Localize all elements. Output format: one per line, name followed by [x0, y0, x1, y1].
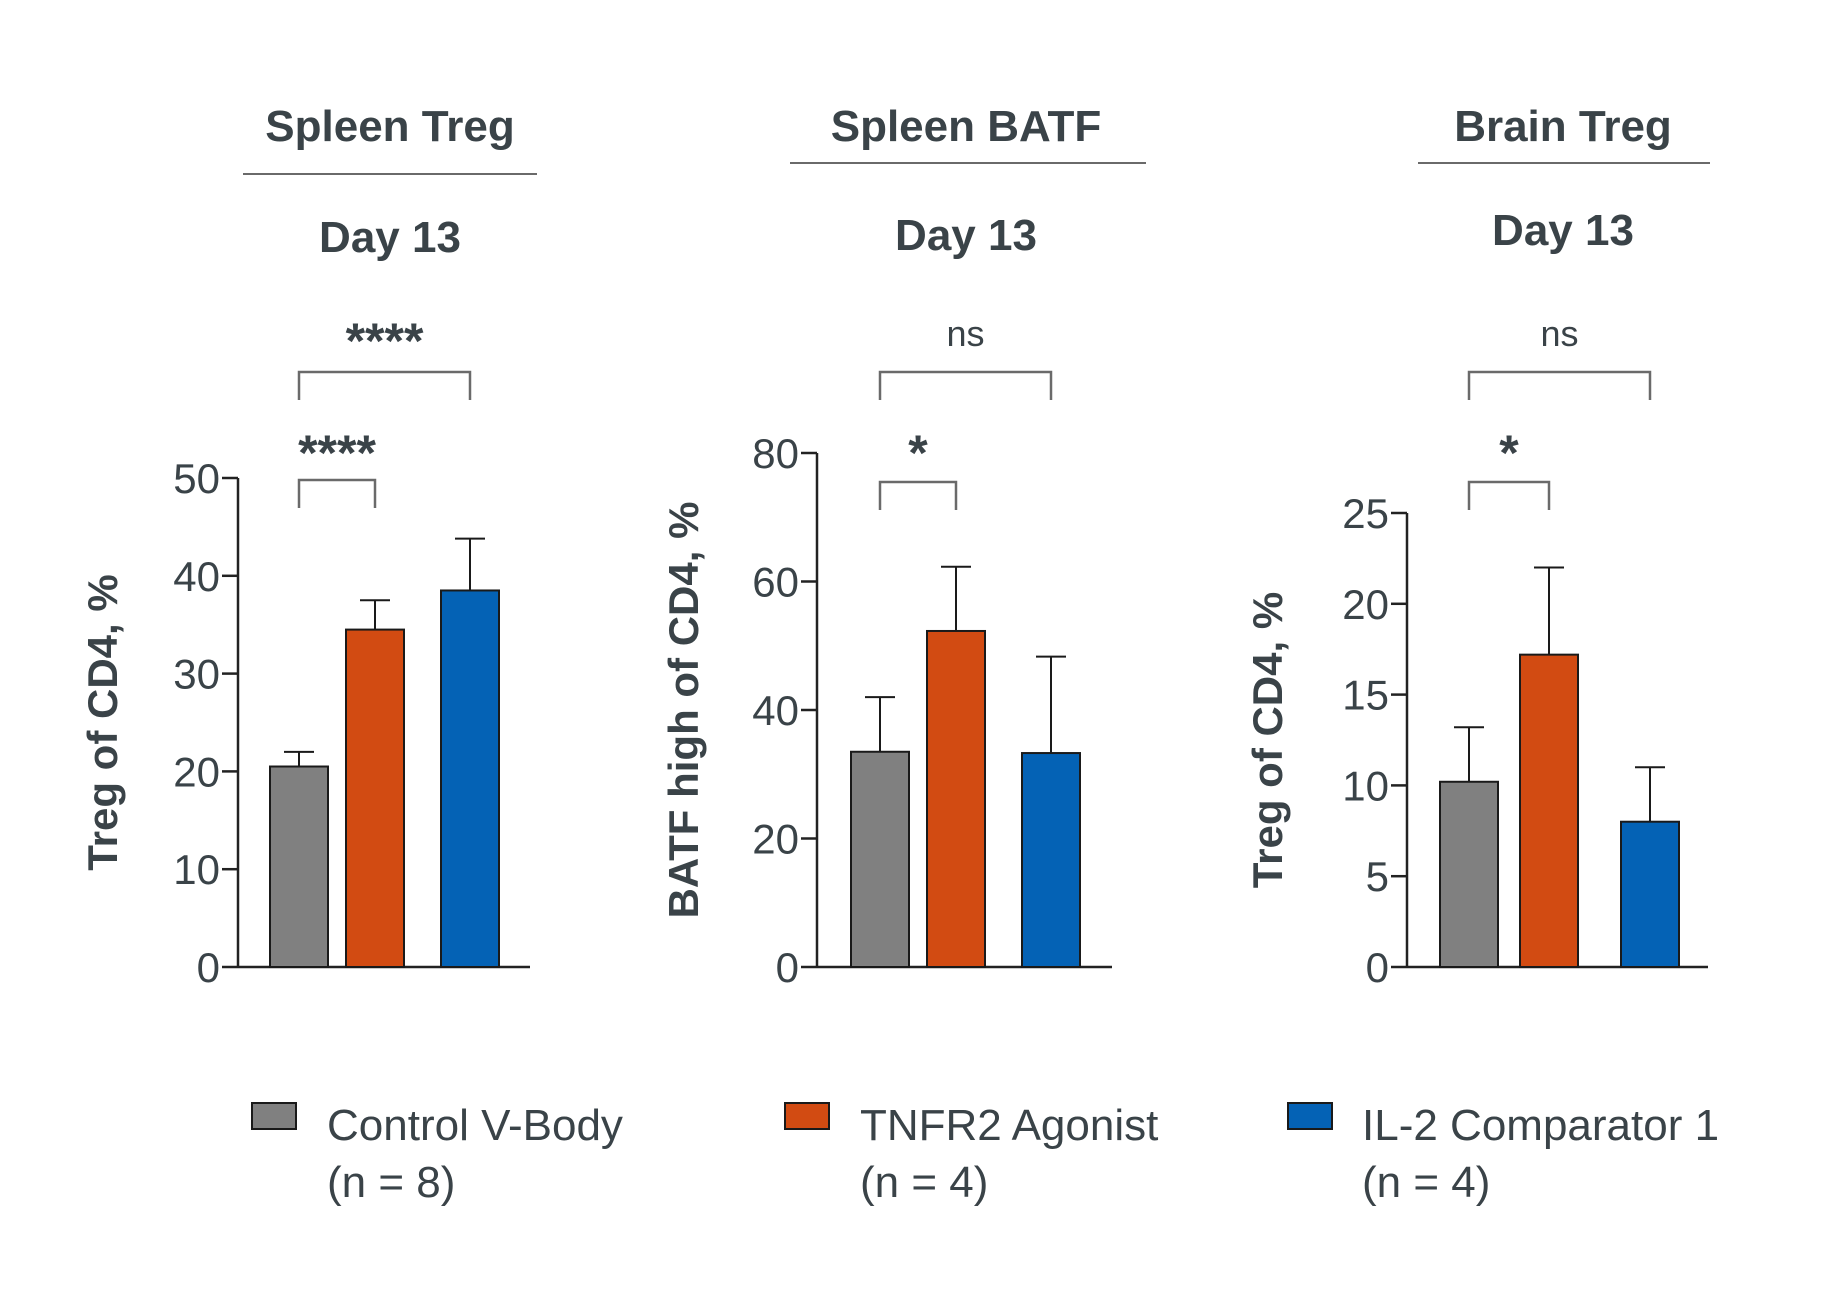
bar-tnfr2-agonist	[1519, 653, 1579, 968]
chart-panel-1: Spleen Treg Day 13 Treg of CD4, % 0 10 20 30 40…	[79, 102, 537, 991]
chart-title: Spleen BATF	[831, 102, 1102, 151]
y-tick-label: 10	[1342, 762, 1389, 809]
y-tick-label: 60	[752, 559, 799, 606]
legend-n: (n = 4)	[1362, 1158, 1490, 1207]
y-tick-label: 80	[752, 430, 799, 477]
significance-label: *	[908, 425, 928, 481]
legend-item: Control V-Body (n = 8)	[251, 1101, 623, 1207]
bar-tnfr2-agonist	[926, 629, 986, 968]
legend-item: TNFR2 Agonist (n = 4)	[784, 1101, 1158, 1207]
bar-il-2-comparator-1	[440, 589, 500, 968]
legend-label: Control V-Body	[327, 1101, 623, 1150]
legend: Control V-Body (n = 8) TNFR2 Agonist (n = 4…	[251, 1101, 1719, 1207]
chart-panels: Spleen Treg Day 13 Treg of CD4, % 0 10 20 30 40…	[79, 102, 1710, 991]
y-axis-label: Treg of CD4, %	[79, 574, 126, 870]
chart-panel-2: Spleen BATF Day 13 BATF high of CD4, % 0 20 4…	[660, 102, 1146, 991]
y-tick-label: 40	[173, 553, 220, 600]
legend-swatch	[1287, 1102, 1333, 1130]
significance-bracket	[878, 480, 958, 510]
y-tick-label: 10	[173, 846, 220, 893]
significance-label: ns	[1540, 313, 1578, 354]
significance-label: ns	[946, 313, 984, 354]
y-axis-label: Treg of CD4, %	[1244, 592, 1291, 888]
y-tick-label: 20	[1342, 581, 1389, 628]
bar-control-v-body	[1439, 780, 1499, 968]
significance-label: ****	[298, 425, 376, 481]
y-tick-label: 0	[776, 944, 799, 991]
y-tick-label: 5	[1366, 853, 1389, 900]
legend-n: (n = 8)	[327, 1158, 455, 1207]
y-tick-label: 20	[752, 816, 799, 863]
bar-il-2-comparator-1	[1620, 820, 1680, 968]
y-tick-label: 25	[1342, 490, 1389, 537]
significance-bracket	[878, 370, 1053, 400]
significance-bracket	[297, 370, 472, 400]
legend-item: IL-2 Comparator 1 (n = 4)	[1287, 1101, 1719, 1207]
significance-label: *	[1499, 425, 1519, 481]
chart-title: Spleen Treg	[265, 102, 514, 151]
y-tick-label: 0	[1366, 944, 1389, 991]
y-tick-label: 0	[197, 944, 220, 991]
chart-panel-3: Brain Treg Day 13 Treg of CD4, % 0 5 10 15 20 25…	[1244, 102, 1710, 991]
bar-tnfr2-agonist	[345, 628, 405, 969]
legend-label: TNFR2 Agonist	[860, 1101, 1158, 1150]
chart-subtitle: Day 13	[895, 211, 1037, 260]
legend-n: (n = 4)	[860, 1158, 988, 1207]
y-tick-label: 15	[1342, 672, 1389, 719]
significance-label: ****	[346, 313, 424, 369]
bar-il-2-comparator-1	[1021, 752, 1081, 968]
bar-control-v-body	[269, 765, 329, 969]
significance-bracket	[297, 478, 377, 508]
significance-bracket	[1467, 480, 1551, 510]
legend-label: IL-2 Comparator 1	[1362, 1101, 1719, 1150]
legend-swatch	[784, 1102, 830, 1130]
y-tick-label: 30	[173, 651, 220, 698]
chart-subtitle: Day 13	[319, 213, 461, 262]
bar-control-v-body	[850, 750, 910, 969]
chart-title: Brain Treg	[1454, 102, 1672, 151]
y-tick-label: 40	[752, 687, 799, 734]
chart-subtitle: Day 13	[1492, 206, 1634, 255]
significance-bracket	[1467, 370, 1652, 400]
y-tick-label: 50	[173, 455, 220, 502]
y-axis-label: BATF high of CD4, %	[660, 502, 707, 919]
y-tick-label: 20	[173, 748, 220, 795]
legend-swatch	[251, 1102, 297, 1130]
